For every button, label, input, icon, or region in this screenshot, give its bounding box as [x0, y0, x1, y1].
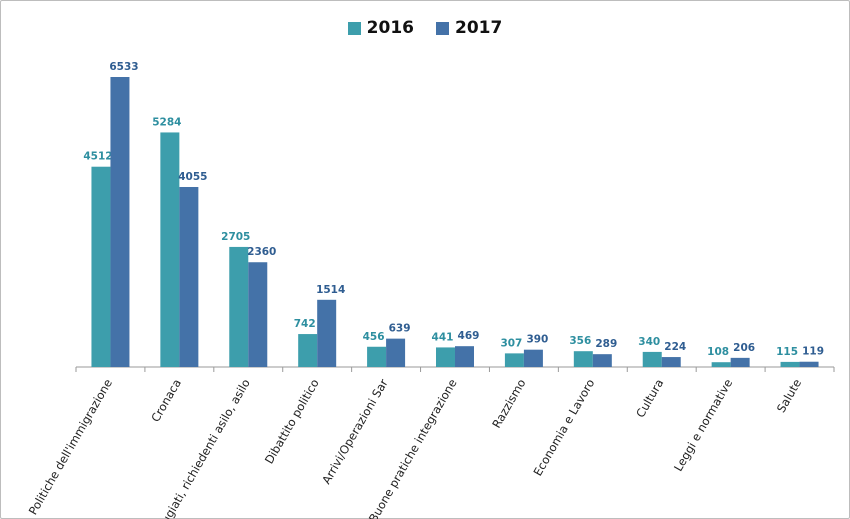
legend-swatch-2016 — [347, 21, 361, 35]
category-label-4: Arrivi/Operazioni Sar — [319, 376, 391, 486]
bar-2017-2 — [248, 262, 268, 367]
bar-2016-1 — [160, 132, 180, 367]
bar-2016-2 — [229, 246, 249, 367]
legend-item-2016: 2016 — [347, 18, 414, 38]
value-label-2016-3: 742 — [294, 318, 316, 330]
bar-2017-1 — [179, 186, 199, 367]
bar-2017-0 — [110, 77, 130, 367]
category-label-9: Leggi e normative — [671, 377, 735, 474]
bar-2017-9 — [730, 357, 750, 367]
bar-2016-5 — [436, 347, 455, 367]
value-label-2017-1: 4055 — [178, 171, 207, 183]
category-label-8: Cultura — [633, 377, 666, 420]
bar-2017-3 — [317, 299, 337, 367]
value-label-2017-4: 639 — [389, 323, 411, 335]
category-label-0: Politiche dell'immigrazione — [26, 377, 115, 518]
bar-2016-6 — [504, 353, 524, 367]
category-label-3: Dibattito politico — [262, 377, 322, 467]
category-label-7: Economia e Lavoro — [530, 377, 597, 479]
value-label-2016-6: 307 — [500, 337, 522, 349]
value-label-2017-10: 119 — [802, 346, 824, 358]
category-label-1: Cronaca — [148, 377, 184, 425]
legend-swatch-2017 — [436, 21, 449, 35]
value-label-2016-2: 2705 — [221, 231, 250, 243]
category-label-10: Salute — [774, 377, 804, 416]
category-label-6: Razzismo — [489, 377, 528, 431]
value-label-2016-7: 356 — [569, 335, 591, 347]
value-label-2017-6: 390 — [526, 334, 548, 346]
value-label-2016-5: 441 — [432, 331, 454, 343]
value-label-2016-4: 456 — [363, 331, 385, 343]
value-label-2017-2: 2360 — [247, 246, 276, 258]
bar-2016-4 — [367, 346, 387, 367]
bar-2017-8 — [661, 357, 681, 367]
bar-2016-9 — [711, 362, 731, 367]
bar-2017-6 — [523, 349, 543, 367]
bar-2016-8 — [642, 351, 662, 367]
value-label-2016-1: 5284 — [152, 116, 181, 128]
value-label-2017-3: 1514 — [316, 284, 345, 296]
bar-2017-10 — [799, 361, 819, 367]
bar-2016-10 — [780, 361, 800, 367]
value-label-2017-9: 206 — [733, 342, 755, 354]
legend-label-2016: 2016 — [366, 18, 414, 38]
bar-2017-7 — [592, 354, 612, 367]
value-label-2016-8: 340 — [638, 336, 660, 348]
bar-2016-7 — [573, 351, 593, 367]
value-label-2017-8: 224 — [664, 341, 686, 353]
bar-2017-4 — [386, 338, 406, 367]
legend-item-2017: 2017 — [436, 18, 502, 38]
value-label-2017-5: 469 — [458, 330, 480, 342]
bar-2016-3 — [298, 334, 318, 367]
value-label-2016-10: 115 — [776, 346, 798, 358]
bar-2016-0 — [91, 166, 111, 367]
value-label-2016-9: 108 — [707, 346, 729, 358]
value-label-2017-0: 6533 — [109, 61, 138, 73]
legend-label-2017: 2017 — [455, 18, 503, 38]
bar-2017-5 — [455, 346, 474, 367]
value-label-2017-7: 289 — [595, 338, 617, 350]
chart-legend: 2016 2017 — [0, 18, 850, 38]
value-label-2016-0: 4512 — [83, 151, 112, 163]
